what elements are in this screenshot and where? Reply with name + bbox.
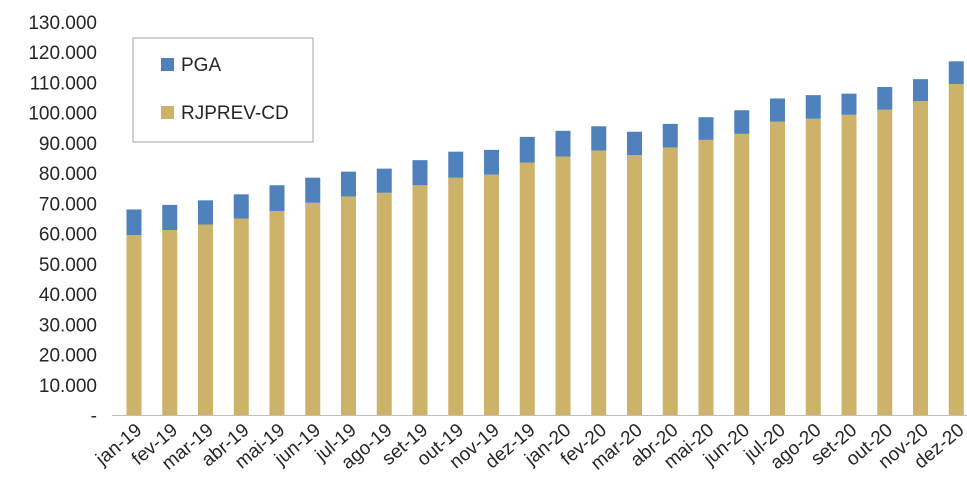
bar-rjprev-cd-jul-20	[770, 121, 785, 415]
y-tick-label: 40.000	[39, 285, 97, 306]
bar-rjprev-cd-set-19	[412, 185, 428, 415]
bar-rjprev-cd-ago-20	[805, 118, 821, 415]
bar-pga-ago-20	[805, 95, 821, 119]
legend-swatch-rjprev-cd	[161, 106, 174, 119]
y-tick-label: 10.000	[39, 376, 97, 397]
bar-pga-mai-19	[269, 185, 285, 211]
y-tick-label: 60.000	[39, 225, 97, 246]
bar-rjprev-cd-mar-20	[627, 155, 642, 415]
bar-rjprev-cd-set-20	[841, 114, 857, 415]
bar-pga-ago-19	[376, 168, 392, 193]
bar-pga-set-20	[841, 93, 857, 115]
bar-pga-dez-19	[519, 136, 535, 163]
bar-rjprev-cd-mar-19	[198, 224, 213, 415]
bars	[126, 61, 964, 416]
bar-pga-jul-20	[770, 98, 785, 122]
bar-rjprev-cd-nov-20	[913, 101, 928, 415]
legend-swatch-pga	[161, 58, 174, 71]
bar-rjprev-cd-mai-20	[698, 139, 714, 415]
bar-rjprev-cd-fev-20	[591, 150, 607, 415]
bar-rjprev-cd-ago-19	[376, 192, 392, 415]
bar-pga-abr-20	[662, 123, 678, 148]
bar-rjprev-cd-jul-19	[341, 196, 356, 415]
bar-rjprev-cd-dez-19	[519, 162, 535, 415]
bar-pga-mar-20	[627, 131, 642, 156]
y-tick-label: 30.000	[39, 315, 97, 336]
bar-rjprev-cd-jun-20	[734, 133, 750, 415]
bar-rjprev-cd-fev-19	[162, 229, 178, 415]
bar-pga-mar-19	[198, 200, 213, 225]
bar-pga-jan-20	[555, 130, 571, 157]
bar-rjprev-cd-abr-20	[662, 147, 678, 415]
bar-rjprev-cd-abr-19	[233, 218, 249, 415]
bar-rjprev-cd-jan-19	[126, 235, 142, 415]
legend-label-pga: PGA	[181, 55, 221, 76]
y-tick-label: 50.000	[39, 255, 97, 276]
bar-pga-out-20	[877, 86, 893, 110]
bar-pga-fev-19	[162, 204, 178, 230]
bar-rjprev-cd-out-20	[877, 109, 893, 416]
legend-box	[132, 37, 314, 143]
y-tick-label: 100.000	[28, 104, 97, 125]
bar-rjprev-cd-jun-19	[305, 202, 321, 415]
bar-rjprev-cd-out-19	[448, 177, 464, 415]
bar-rjprev-cd-dez-20	[948, 83, 964, 415]
bar-pga-set-19	[412, 160, 428, 186]
bar-pga-out-19	[448, 151, 464, 178]
y-tick-label: 130.000	[28, 13, 97, 34]
bar-pga-jul-19	[341, 171, 356, 197]
bar-pga-jan-19	[126, 209, 142, 236]
bar-pga-nov-19	[484, 149, 499, 175]
legend-label-rjprev-cd: RJPREV-CD	[181, 103, 289, 124]
legend: PGA RJPREV-CD	[132, 37, 314, 143]
x-axis: jan-19fev-19mar-19abr-19mai-19jun-19jul-…	[91, 415, 967, 475]
bar-pga-jun-19	[305, 177, 321, 203]
y-tick-label: 80.000	[39, 164, 97, 185]
bar-rjprev-cd-nov-19	[484, 174, 499, 415]
y-tick-label: 120.000	[28, 43, 97, 64]
bar-pga-dez-20	[948, 61, 964, 84]
bar-pga-nov-20	[913, 79, 928, 102]
y-tick-label: 90.000	[39, 134, 97, 155]
bar-pga-abr-19	[233, 194, 249, 219]
bar-pga-jun-20	[734, 110, 750, 134]
bar-pga-mai-20	[698, 117, 714, 140]
bar-rjprev-cd-mai-19	[269, 210, 285, 415]
y-tick-label: 70.000	[39, 194, 97, 215]
bar-rjprev-cd-jan-20	[555, 156, 571, 415]
y-axis: - 10.000 20.000 30.000 40.000 50.000 60.000 70.…	[28, 13, 97, 427]
bar-pga-fev-20	[591, 126, 607, 151]
y-tick-label: 20.000	[39, 346, 97, 367]
y-tick-label: 110.000	[30, 73, 97, 94]
y-tick-label: -	[91, 406, 97, 427]
